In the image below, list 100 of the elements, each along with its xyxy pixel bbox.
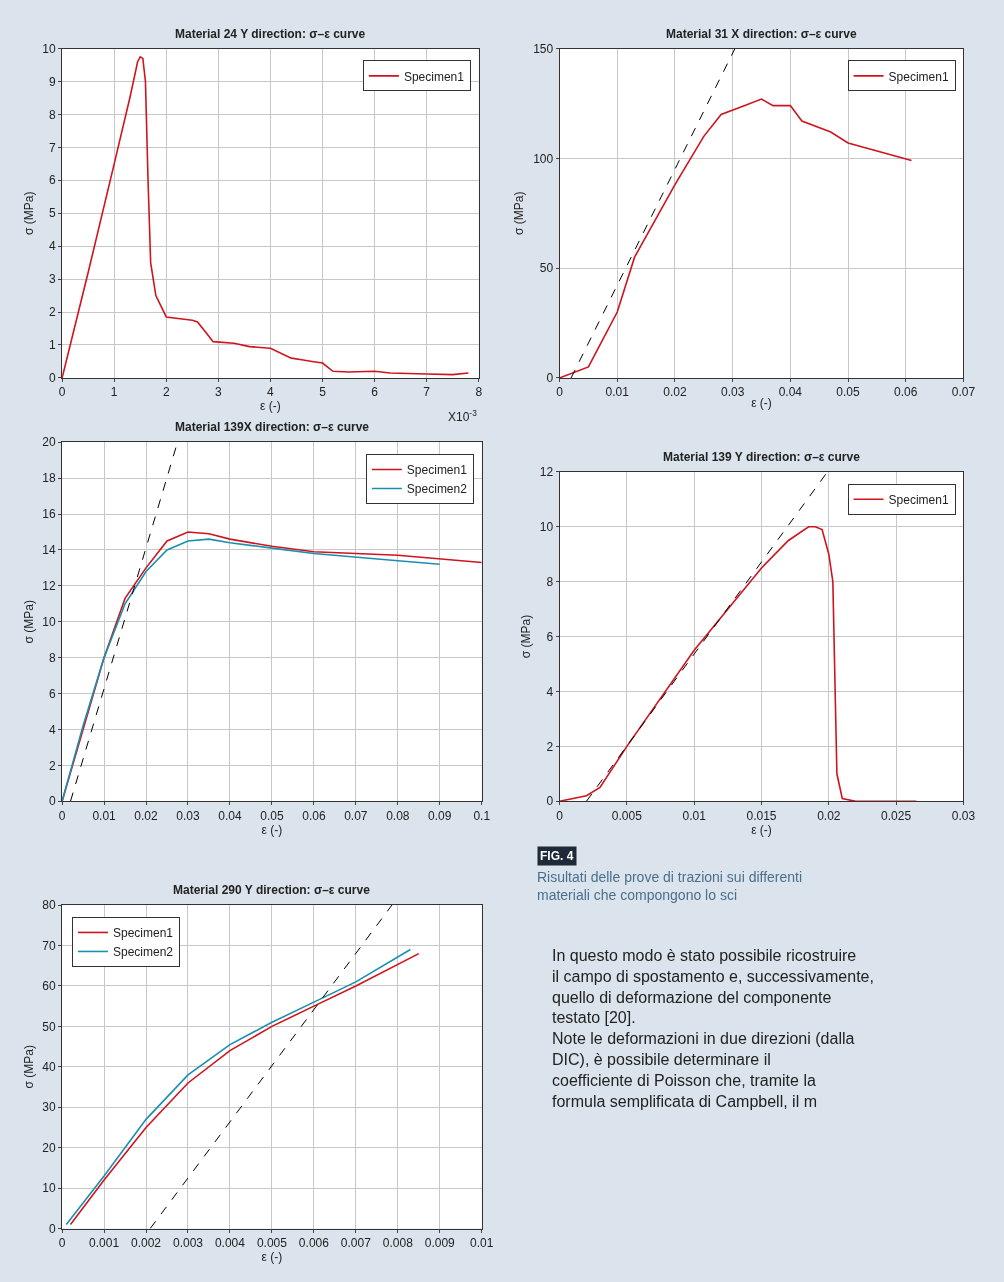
x-tick-label: 6	[371, 385, 379, 400]
x-tick-label: 0.001	[89, 1235, 120, 1250]
y-tick-label: 2	[49, 305, 57, 320]
y-tick-label: 20	[42, 1140, 57, 1155]
x-tick-label: 1	[110, 385, 118, 400]
x-tick-label: 0.04	[778, 385, 803, 400]
legend-label: Specimen1	[888, 492, 949, 507]
x-tick-label: 0.02	[663, 385, 687, 400]
y-tick-label: 4	[49, 722, 57, 737]
x-tick-label: 3	[215, 385, 223, 400]
x-tick-label: 0.02	[134, 808, 159, 823]
y-axis-title: σ (MPa)	[21, 191, 36, 235]
x-tick-label: 0	[556, 385, 564, 400]
y-tick-label: 0	[49, 371, 57, 386]
x-tick-label: 0.006	[298, 1235, 330, 1250]
y-tick-label: 4	[546, 684, 554, 699]
x-tick-label: 0.1	[473, 808, 491, 823]
y-tick-label: 7	[49, 140, 57, 155]
line-series	[559, 525, 918, 802]
y-axis-title: σ (MPa)	[512, 191, 527, 235]
x-tick-label: 0.01	[92, 808, 117, 823]
text: Note le deformazioni in due direzioni (dalla DIC), è possibile determinare il coefficiente di Poisson che, tramite la formula semplificata di Campbell, il m	[552, 1030, 855, 1110]
y-tick-label: 0	[546, 371, 554, 386]
text: X10$^{-3}$	[448, 408, 478, 425]
y-axis-title: σ (MPa)	[519, 614, 534, 659]
x-tick-label: 0.005	[611, 808, 643, 823]
x-tick-label: 0.06	[302, 808, 326, 823]
y-tick-label: 30	[42, 1100, 57, 1115]
x-tick-label: 0.01	[682, 808, 707, 823]
text: In questo modo è stato possibile ricostruire il campo di spostamento e, successivamente, quello di deformazione del componente testato [20].	[552, 947, 874, 1027]
y-tick-label: 0	[49, 794, 57, 809]
chart-title: Material 290 Y direction: σ–ε curve	[173, 883, 371, 897]
y-axis-title: σ (MPa)	[21, 600, 36, 644]
x-tick-label: 0.01	[605, 385, 630, 400]
line-series	[559, 98, 913, 378]
legend-label: Specimen2	[112, 945, 174, 960]
x-tick-label: 0.01	[470, 1235, 494, 1250]
y-tick-label: 10	[42, 614, 57, 629]
y-axis-title: σ (MPa)	[21, 1045, 36, 1089]
x-tick-label: 0.004	[214, 1235, 246, 1250]
x-tick-label: 0.02	[817, 808, 841, 823]
x-axis-title: ε (-)	[751, 396, 772, 411]
legend-label: Specimen1	[403, 69, 465, 84]
x-tick-label: 0.05	[836, 385, 861, 400]
x-tick-label: 0.009	[424, 1235, 456, 1250]
y-tick-label: 12	[42, 579, 57, 594]
y-tick-label: 40	[42, 1059, 57, 1074]
x-tick-label: 0.03	[720, 385, 745, 400]
y-tick-label: 6	[546, 629, 554, 644]
y-tick-label: 60	[42, 979, 57, 994]
x-tick-label: 0.03	[176, 808, 200, 823]
y-tick-label: 5	[49, 206, 57, 221]
y-tick-label: 80	[42, 898, 57, 913]
line-series	[62, 55, 470, 378]
y-tick-label: 100	[533, 151, 554, 166]
y-tick-label: 10	[539, 519, 554, 534]
x-tick-label: 0.007	[340, 1235, 372, 1250]
x-tick-label: 0.07	[344, 808, 368, 823]
y-tick-label: 50	[539, 261, 554, 276]
chart-title: Material 139X direction: σ–ε curve	[175, 420, 370, 434]
y-tick-label: 10	[42, 41, 57, 56]
x-tick-label: 4	[267, 385, 275, 400]
y-tick-label: 20	[42, 435, 57, 450]
x-tick-label: 0.03	[951, 808, 976, 823]
x-axis-title: ε (-)	[261, 822, 283, 837]
y-tick-label: 12	[539, 465, 554, 480]
y-tick-label: 0	[546, 794, 554, 809]
y-tick-label: 2	[49, 758, 57, 773]
chart-title: Material 31 X direction: σ–ε curve	[666, 27, 857, 41]
x-tick-label: 0.04	[218, 808, 242, 823]
y-tick-label: 6	[49, 173, 57, 188]
y-tick-label: 0	[49, 1221, 57, 1236]
y-tick-label: 4	[49, 239, 57, 254]
x-tick-label: 0.003	[172, 1235, 204, 1250]
legend-label: Specimen1	[112, 926, 174, 941]
y-tick-label: 2	[546, 739, 554, 754]
y-tick-label: 10	[42, 1181, 57, 1196]
y-tick-label: 8	[546, 574, 554, 589]
y-tick-label: 16	[42, 507, 57, 522]
legend-label: Specimen2	[406, 482, 468, 497]
y-tick-label: 18	[42, 471, 57, 486]
x-tick-label: 0.09	[428, 808, 452, 823]
y-tick-label: 1	[49, 338, 57, 353]
x-tick-label: 8	[475, 385, 483, 400]
x-tick-label: 0.06	[894, 385, 918, 400]
x-axis-title: ε (-)	[260, 399, 281, 414]
x-axis-title: ε (-)	[261, 1249, 283, 1264]
x-tick-label: 5	[319, 385, 327, 400]
x-tick-label: 0.008	[382, 1235, 414, 1250]
chart-title: Material 139 Y direction: σ–ε curve	[663, 450, 861, 464]
x-tick-label: 0.07	[951, 385, 976, 400]
x-tick-label: 0.005	[256, 1235, 288, 1250]
y-tick-label: 50	[42, 1019, 57, 1034]
y-tick-label: 150	[533, 41, 554, 56]
text: Risultati delle prove di trazioni sui differenti materiali che compongono lo sci	[537, 869, 803, 904]
legend-label: Specimen1	[888, 69, 949, 84]
y-tick-label: 9	[49, 74, 57, 89]
y-tick-label: 14	[42, 543, 57, 558]
x-tick-label: 0.08	[386, 808, 410, 823]
y-tick-label: 70	[42, 938, 57, 953]
